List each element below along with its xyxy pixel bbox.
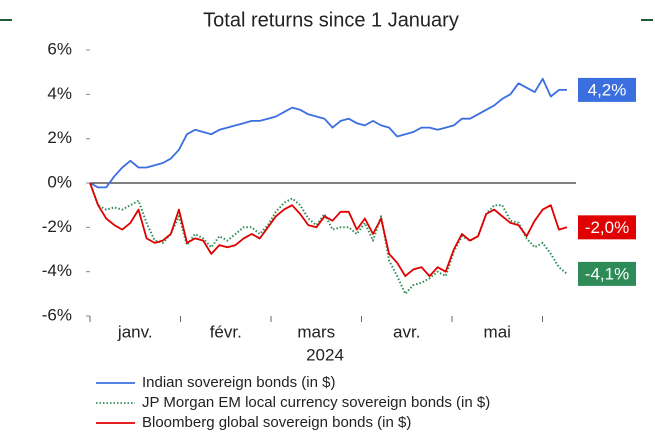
x-tick-label: févr. xyxy=(210,322,242,341)
x-tick-label: avr. xyxy=(393,322,420,341)
legend-label: Bloomberg global sovereign bonds (in $) xyxy=(142,414,411,431)
end-label-box xyxy=(578,77,636,102)
y-tick-label: 6% xyxy=(47,39,72,58)
y-tick-label: 0% xyxy=(47,172,72,191)
x-tick-label: mai xyxy=(484,322,511,341)
legend-label: JP Morgan EM local currency sovereign bo… xyxy=(142,394,490,411)
y-tick-label: 2% xyxy=(47,128,72,147)
end-label: 4,2% xyxy=(588,80,627,99)
end-label-box xyxy=(578,261,636,286)
y-tick-label: -4% xyxy=(42,261,72,280)
y-tick-label: -6% xyxy=(42,305,72,324)
series-line xyxy=(89,182,568,278)
series-line xyxy=(89,182,568,295)
x-tick-label: mars xyxy=(297,322,335,341)
end-label-box xyxy=(578,215,636,240)
x-tick-label: janv. xyxy=(117,322,153,341)
chart-title: Total returns since 1 January xyxy=(203,9,459,31)
end-label: -4,1% xyxy=(585,264,629,283)
legend-label: Indian sovereign bonds (in $) xyxy=(142,374,335,391)
x-axis-label: 2024 xyxy=(306,345,344,364)
y-tick-label: 4% xyxy=(47,84,72,103)
series-line xyxy=(89,77,567,189)
y-tick-label: -2% xyxy=(42,217,72,236)
end-label: -2,0% xyxy=(585,218,629,237)
